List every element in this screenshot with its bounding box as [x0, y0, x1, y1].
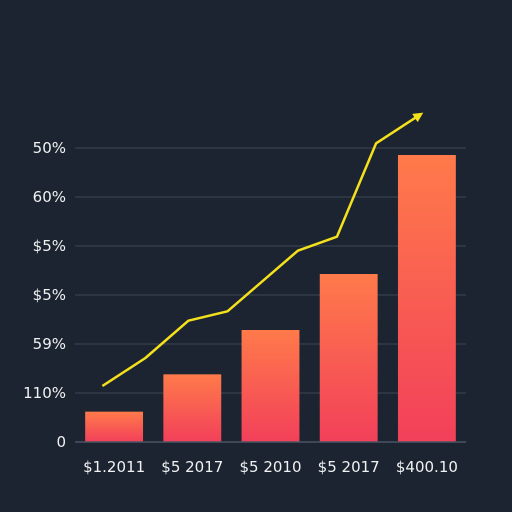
bar: [319, 274, 378, 442]
bar: [397, 155, 456, 442]
y-tick-label: 50%: [33, 139, 66, 157]
y-axis-ticks: 0 110% 59% $5% $5% 60% 50%: [23, 139, 66, 451]
x-tick-label: $1.2011: [83, 458, 145, 476]
x-axis-ticks: $1.2011 $5 2017 $5 2010 $5 2017 $400.10: [83, 458, 458, 476]
bar: [163, 374, 222, 442]
x-tick-label: $5 2017: [318, 458, 380, 476]
x-tick-label: $400.10: [396, 458, 458, 476]
bar: [241, 330, 300, 442]
bar: [85, 411, 144, 442]
y-tick-label: $5%: [33, 237, 66, 255]
y-tick-label: 110%: [23, 384, 66, 402]
bars: [85, 155, 456, 442]
y-tick-label: $5%: [33, 286, 66, 304]
trend-line-layer: [101, 112, 424, 388]
y-tick-label: 0: [56, 433, 66, 451]
trend-line: [101, 112, 424, 388]
y-tick-label: 59%: [33, 335, 66, 353]
x-tick-label: $5 2017: [161, 458, 223, 476]
y-tick-label: 60%: [33, 188, 66, 206]
x-tick-label: $5 2010: [239, 458, 301, 476]
